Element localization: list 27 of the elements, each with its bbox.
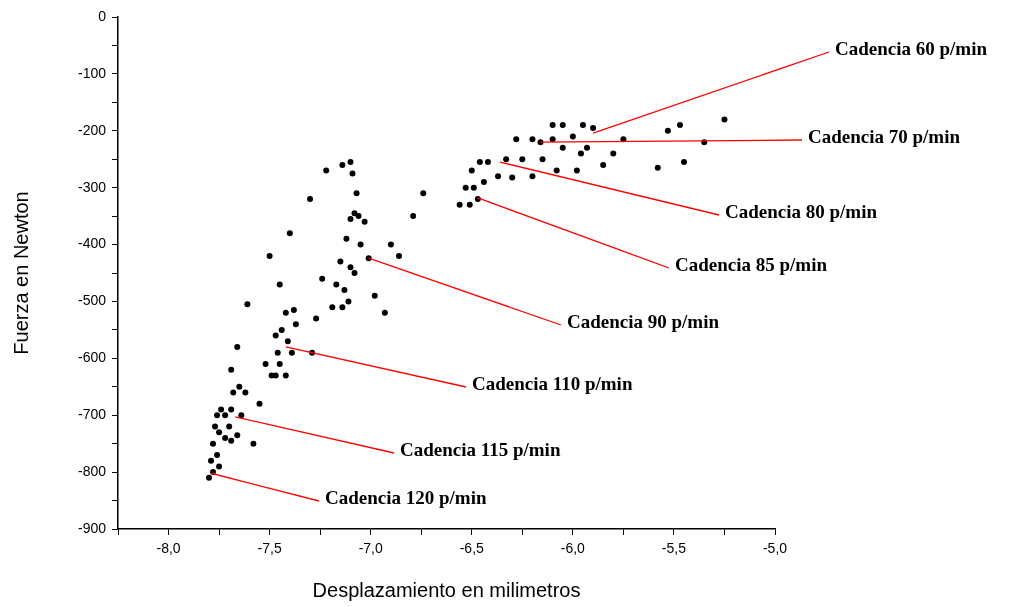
annotation: Cadencia 80 p/min [725, 200, 878, 222]
x-tick-label: -5,0 [762, 540, 788, 557]
x-tick-label: -7,5 [257, 540, 282, 557]
x-tick-label: -6,5 [459, 540, 485, 557]
annotation: Cadencia 120 p/min [325, 486, 487, 508]
x-tick-label: -6,0 [560, 540, 586, 557]
y-tick-label: -100 [77, 64, 107, 81]
y-tick-label: -600 [77, 349, 107, 366]
x-tick-label: -5,5 [661, 540, 687, 557]
annotation: Cadencia 70 p/min [808, 125, 961, 147]
x-axis-title: Desplazamiento en milimetros [312, 578, 581, 601]
y-tick-label: -500 [77, 292, 107, 309]
y-tick-label: -300 [77, 178, 107, 195]
y-tick-label: -900 [77, 519, 107, 536]
annotation: Cadencia 85 p/min [675, 253, 828, 275]
y-tick-label: 0 [98, 7, 107, 24]
y-tick-label: -200 [77, 121, 107, 138]
annotation: Cadencia 90 p/min [567, 310, 720, 332]
annotation: Cadencia 110 p/min [472, 372, 633, 394]
annotation: Cadencia 115 p/min [400, 438, 561, 460]
y-axis-title: Fuerza en Newton [9, 191, 32, 355]
x-tick-label: -7,0 [358, 540, 383, 557]
y-tick-label: -800 [77, 462, 107, 479]
y-tick-label: -700 [77, 406, 107, 423]
annotation: Cadencia 60 p/min [835, 37, 988, 59]
y-tick-label: -400 [77, 235, 107, 252]
x-tick-label: -8,0 [156, 540, 181, 557]
